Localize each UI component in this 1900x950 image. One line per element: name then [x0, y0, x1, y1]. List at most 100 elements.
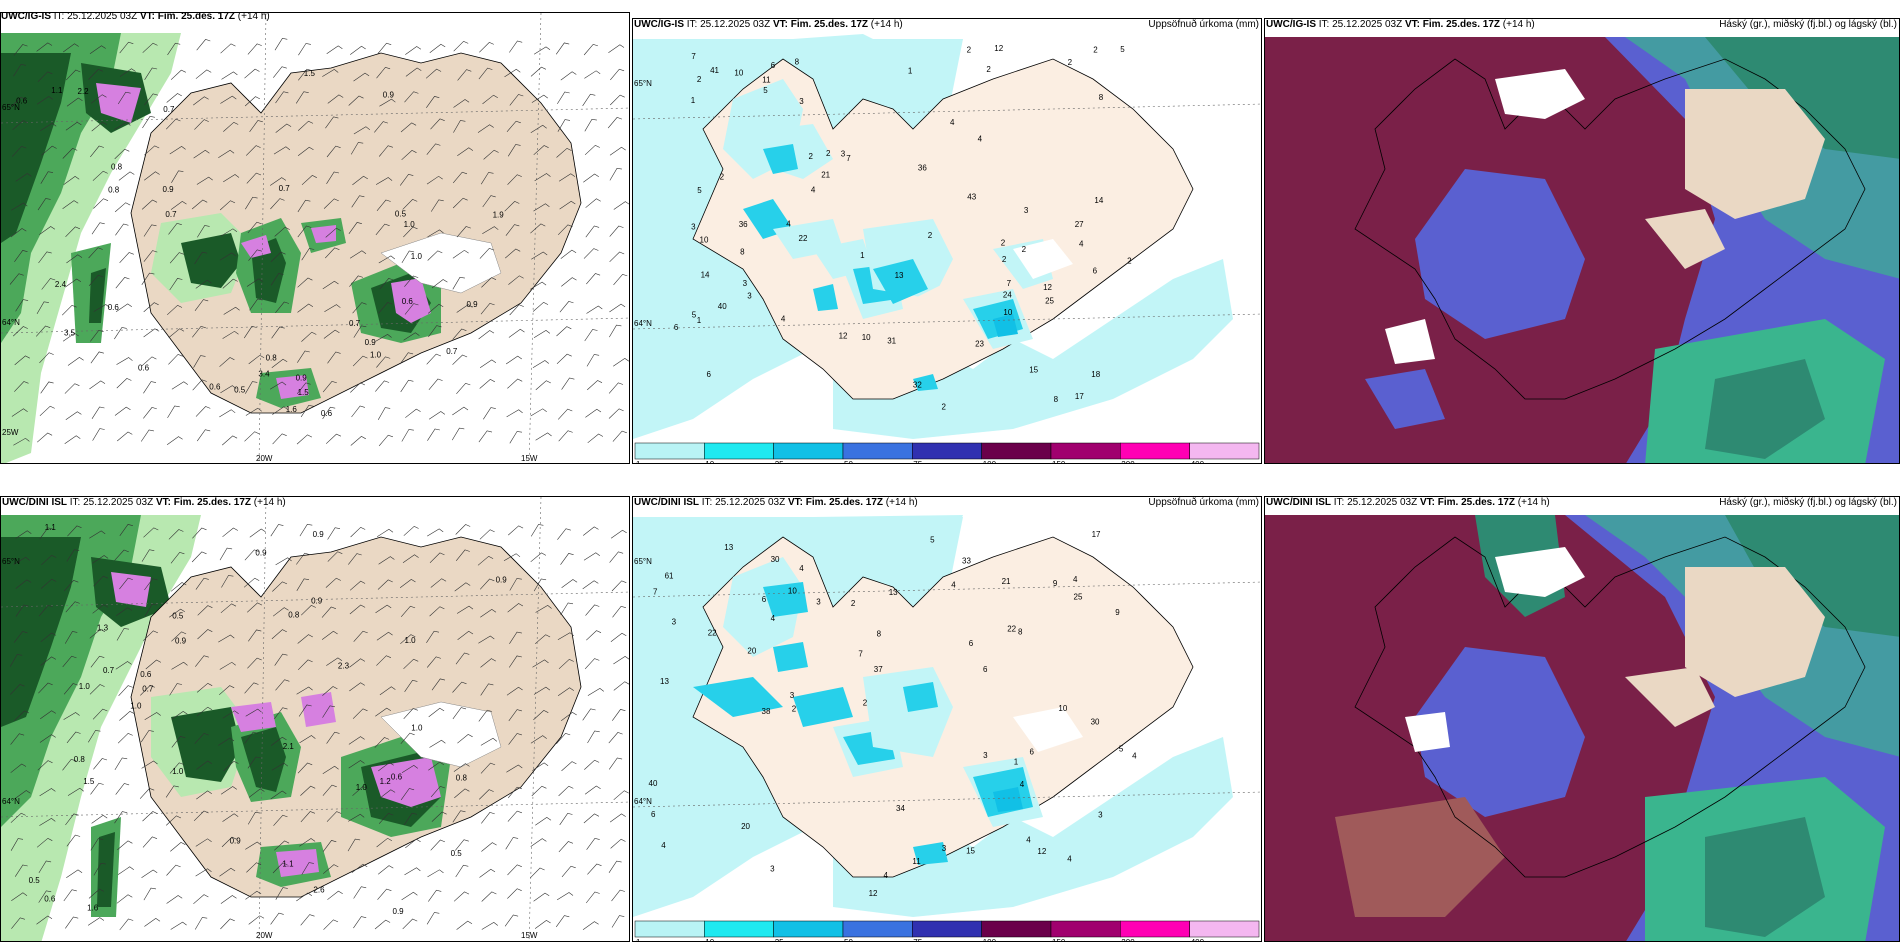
wind-barb: [479, 578, 495, 590]
wind-barb: [404, 275, 419, 287]
wind-barb: [222, 278, 238, 289]
wind-barb: [114, 327, 127, 340]
wind-barb: [13, 44, 28, 56]
wind-barb: [530, 66, 547, 77]
wind-barb: [352, 708, 368, 719]
wind-barb: [90, 145, 104, 158]
wind-barb: [297, 634, 313, 644]
value-label: 4: [661, 841, 666, 850]
wind-barb: [326, 145, 341, 158]
wind-barb: [197, 605, 213, 616]
value-label: 3: [942, 844, 947, 853]
value-label: 3: [1098, 810, 1103, 819]
wind-barb: [223, 121, 239, 132]
wind-barb: [10, 763, 27, 773]
iceland-land-cloud-row1: [1354, 58, 1866, 400]
value-label: 12: [994, 44, 1003, 53]
wind-barb: [193, 810, 209, 822]
value-label: 2: [928, 231, 933, 240]
wind-barb: [89, 530, 106, 539]
wind-barb: [323, 329, 340, 339]
wind-barb: [15, 579, 32, 589]
value-label: 2.1: [283, 742, 295, 751]
wind-barb: [193, 96, 209, 106]
value-label: 3: [672, 618, 677, 627]
wind-barb: [64, 631, 78, 644]
value-label: 21: [821, 171, 830, 180]
value-label: 21: [1002, 577, 1011, 586]
wind-barb: [609, 225, 624, 237]
wind-barb: [454, 788, 470, 799]
wind-barb: [481, 842, 497, 852]
value-label: 0.5: [29, 876, 41, 885]
wind-barb: [607, 117, 623, 129]
wind-barb: [170, 551, 185, 564]
wind-barb: [429, 606, 445, 617]
wind-barb: [401, 250, 415, 264]
wind-barb: [40, 381, 54, 394]
wind-barb: [219, 252, 236, 261]
wind-barb: [557, 91, 570, 105]
wind-barb: [245, 841, 262, 850]
wind-barb: [452, 171, 468, 184]
value-label: 33: [962, 556, 971, 565]
value-label: 3: [841, 149, 846, 158]
wind-barb: [479, 42, 494, 53]
value-label: 8: [1018, 628, 1023, 637]
value-label: 1: [860, 251, 865, 260]
wind-barb: [91, 94, 107, 104]
wind-barb: [275, 557, 292, 566]
colorbar-swatch: [981, 442, 1052, 460]
wind-barb: [166, 895, 183, 904]
wind-barb: [118, 171, 135, 181]
value-label: 5: [1119, 745, 1124, 754]
wind-barb: [274, 707, 288, 720]
value-label: 2: [1127, 257, 1132, 266]
wind-barb: [62, 200, 79, 209]
value-label: 0.9: [296, 374, 308, 383]
wind-barb: [558, 173, 576, 182]
wind-barb: [41, 554, 57, 566]
wind-barb: [114, 549, 129, 561]
wind-barb: [296, 686, 313, 695]
value-label: 3: [799, 97, 804, 106]
wind-barb: [40, 171, 54, 184]
wind-barb: [274, 37, 288, 51]
value-label: 7: [691, 52, 696, 61]
value-label: 8: [877, 630, 882, 639]
wind-barb: [612, 430, 627, 442]
wind-barb: [427, 229, 444, 238]
wind-barb: [608, 860, 622, 873]
wind-barb: [297, 225, 312, 238]
wind-barb: [349, 682, 365, 692]
wind-panel-row1: 0.6 0.8 0.7 0.6 1.9 3.5 3.4 2.4 0.5 0.8 0.6 0.7 0.5 0…: [0, 12, 630, 464]
wind-barb: [64, 580, 79, 592]
value-label: 0.6: [16, 96, 28, 105]
wind-barb: [220, 228, 238, 237]
wind-barb: [12, 326, 28, 337]
colorbar-tick-label: 200: [1121, 460, 1135, 464]
wind-barb: [401, 891, 418, 901]
wind-barb: [11, 145, 27, 157]
wind-barb: [115, 223, 129, 236]
wind-barb: [192, 325, 206, 338]
wind-barb: [118, 685, 133, 697]
wind-barb: [583, 813, 600, 824]
wind-barb: [246, 602, 263, 613]
wind-barb: [93, 862, 106, 876]
wind-barb: [535, 605, 552, 613]
wind-barb: [39, 527, 53, 540]
wind-barb: [195, 406, 211, 417]
wind-barb: [14, 790, 31, 799]
wind-barb: [117, 866, 134, 875]
colorbar-swatch: [1120, 442, 1190, 460]
wind-barb: [428, 303, 444, 314]
cloud-panel-title-row2: UWC/DINI ISL IT: 25.12.2025 03Z VT: Fim.…: [1266, 497, 1550, 508]
wind-barb: [609, 94, 625, 106]
wind-barb: [453, 763, 470, 772]
wind-barb: [197, 629, 213, 640]
value-label: 34: [896, 804, 905, 813]
value-label: 2.3: [338, 662, 350, 671]
wind-barb: [353, 916, 367, 929]
